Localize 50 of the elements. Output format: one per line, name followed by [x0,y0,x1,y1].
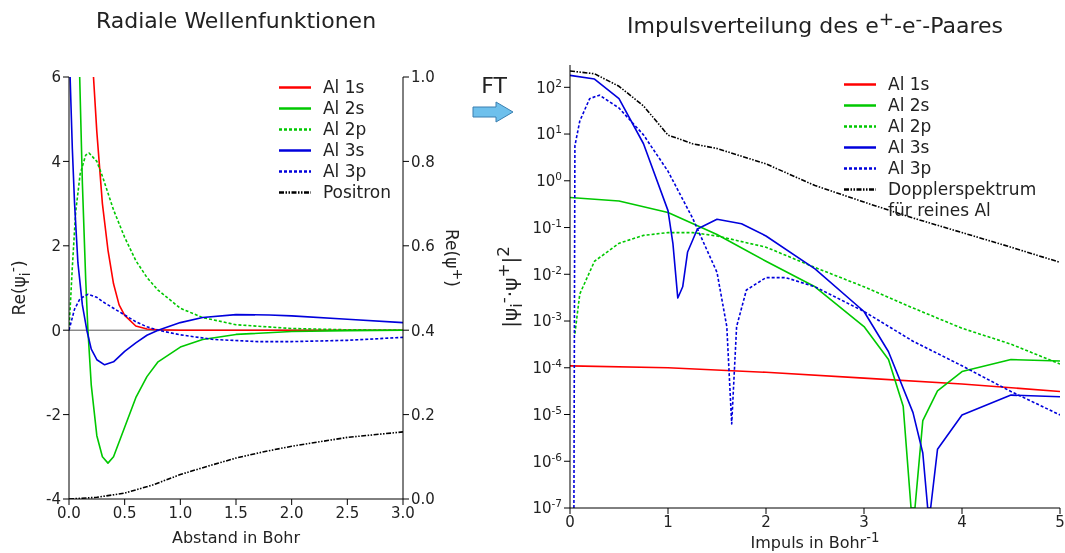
legend-label: Al 2s [888,95,930,116]
legend-label: Al 2p [322,119,367,140]
legend-label: Positron [322,182,391,203]
chart-title: Impulsverteilung des e$^{+}$-e$^{-}$-Paares [627,8,1003,39]
legend-label: Al 3s [888,137,930,158]
x-tick-label: 5 [1055,512,1065,531]
x-tick-label: 0 [565,512,575,531]
x-tick-label: 3 [859,512,869,531]
y-tick-label: 10$^{-1}$ [532,216,562,237]
y-tick-label: 4 [51,152,61,171]
x-tick-label: 4 [957,512,967,531]
y-tick-label: -2 [46,405,61,424]
x-axis-title: Abstand in Bohr [171,527,301,547]
y-tick-label: 10$^{1}$ [536,123,562,144]
y2-tick-label: 1.0 [411,68,435,87]
x-tick-label: 1 [663,512,673,531]
x-tick-label: 1.5 [224,503,248,522]
y-tick-label: 10$^{2}$ [536,76,562,97]
y-tick-label: 6 [51,68,61,87]
x-tick-label: 2.0 [279,503,304,522]
y2-tick-label: 0.2 [411,405,435,424]
legend-label: Dopplerspektrum für reines Al [888,179,1038,221]
legend-label: Al 3s [322,140,365,161]
y-tick-label: 10$^{-5}$ [532,403,562,424]
y-tick-label: 10$^{0}$ [536,170,562,191]
x-tick-label: 2.5 [335,503,360,522]
y-tick-label: 10$^{-2}$ [532,263,562,284]
y-tick-label: 0 [51,321,61,340]
y-tick-label: 10$^{-6}$ [532,450,563,471]
y-tick-label: 10$^{-4}$ [532,357,563,378]
chart-title: Radiale Wellenfunktionen [95,8,377,33]
x-tick-label: 0.0 [57,503,81,522]
legend-label: Al 1s [888,74,930,95]
x-tick-label: 0.5 [112,503,137,522]
y-tick-label: 10$^{-3}$ [532,310,562,331]
legend-label: Al 1s [322,77,365,98]
legend-label: Al 3p [888,158,932,179]
y-tick-label: 10$^{-7}$ [532,497,562,518]
legend-label: Al 2p [888,116,932,137]
x-axis-title: Impuls in Bohr$^{-1}$ [750,529,880,553]
text: FT [480,73,508,98]
x-tick-label: 1.0 [168,503,193,522]
legend-label: Al 3p [322,161,367,182]
legend-label: Al 2s [322,98,365,119]
x-tick-label: 3.0 [391,503,415,522]
y-tick-label: 2 [51,237,61,256]
x-tick-label: 2 [761,512,771,531]
y2-tick-label: 0.4 [411,321,435,340]
y2-tick-label: 0.8 [411,152,435,171]
y2-tick-label: 0.6 [411,237,435,256]
